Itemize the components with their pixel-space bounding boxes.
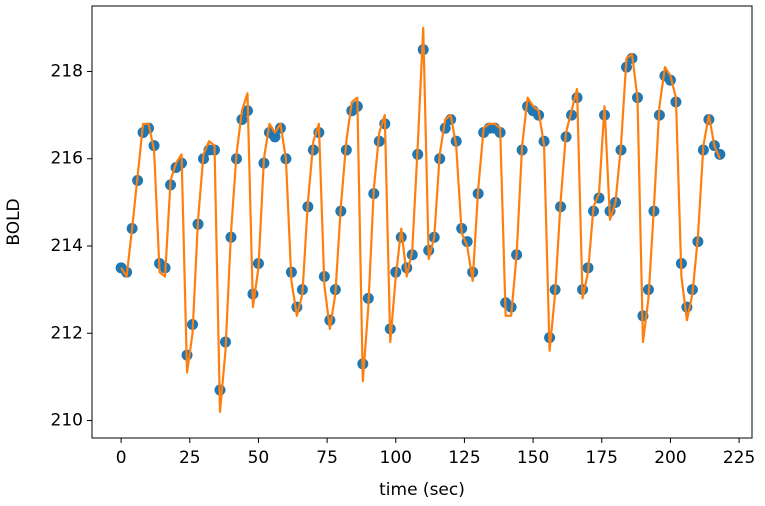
fit-line	[120, 26, 721, 413]
x-tick-label: 125	[448, 448, 480, 468]
x-tick-label: 50	[248, 448, 270, 468]
y-tick-label: 210	[51, 411, 83, 431]
x-tick-label: 200	[654, 448, 686, 468]
x-tick-label: 175	[586, 448, 618, 468]
x-tick-label: 100	[380, 448, 412, 468]
x-tick-label: 150	[517, 448, 549, 468]
x-axis-label: time (sec)	[379, 480, 465, 500]
y-tick-label: 214	[51, 236, 83, 256]
x-tick-label: 75	[316, 448, 338, 468]
y-tick-label: 216	[51, 149, 83, 169]
x-tick-label: 225	[723, 448, 755, 468]
y-tick-label: 218	[51, 61, 83, 81]
y-axis-label: BOLD	[4, 198, 24, 245]
data-point	[269, 131, 281, 143]
y-tick-label: 212	[51, 323, 83, 343]
plot-frame	[91, 5, 753, 439]
x-tick-label: 0	[116, 448, 127, 468]
x-tick-label: 25	[179, 448, 201, 468]
